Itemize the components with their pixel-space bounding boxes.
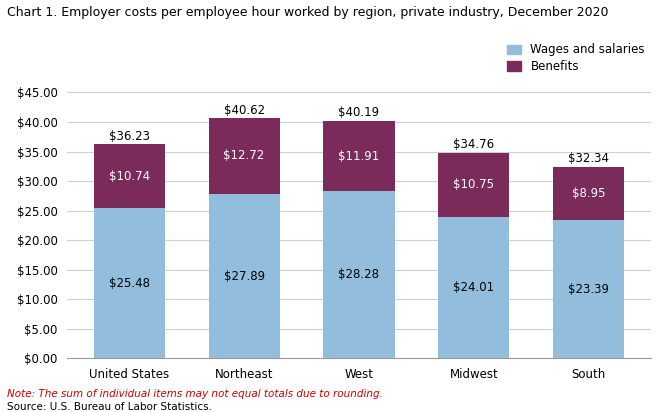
Bar [553,220,624,358]
Bar [209,194,280,358]
Text: $32.34: $32.34 [568,152,609,166]
Text: $12.72: $12.72 [223,150,265,162]
Bar [209,118,280,194]
Text: Source: U.S. Bureau of Labor Statistics.: Source: U.S. Bureau of Labor Statistics. [7,402,212,412]
Text: $10.75: $10.75 [454,178,495,191]
Bar [438,153,509,217]
Bar [323,121,395,191]
Bar [323,191,395,358]
Text: $34.76: $34.76 [454,138,495,151]
Legend: Wages and salaries, Benefits: Wages and salaries, Benefits [507,44,645,73]
Text: $11.91: $11.91 [338,150,380,163]
Text: $27.89: $27.89 [223,269,264,283]
Text: $40.19: $40.19 [338,106,380,119]
Text: Note: The sum of individual items may not equal totals due to rounding.: Note: The sum of individual items may no… [7,389,382,399]
Text: $40.62: $40.62 [223,103,264,117]
Text: $23.39: $23.39 [568,283,609,296]
Text: $8.95: $8.95 [572,187,605,200]
Bar [94,208,165,358]
Text: $25.48: $25.48 [109,276,150,290]
Text: $10.74: $10.74 [109,170,150,183]
Bar [438,217,509,358]
Text: $28.28: $28.28 [338,268,380,281]
Text: $36.23: $36.23 [109,129,150,143]
Text: $24.01: $24.01 [454,281,495,294]
Bar [553,167,624,220]
Bar [94,144,165,208]
Text: Chart 1. Employer costs per employee hour worked by region, private industry, De: Chart 1. Employer costs per employee hou… [7,6,608,19]
